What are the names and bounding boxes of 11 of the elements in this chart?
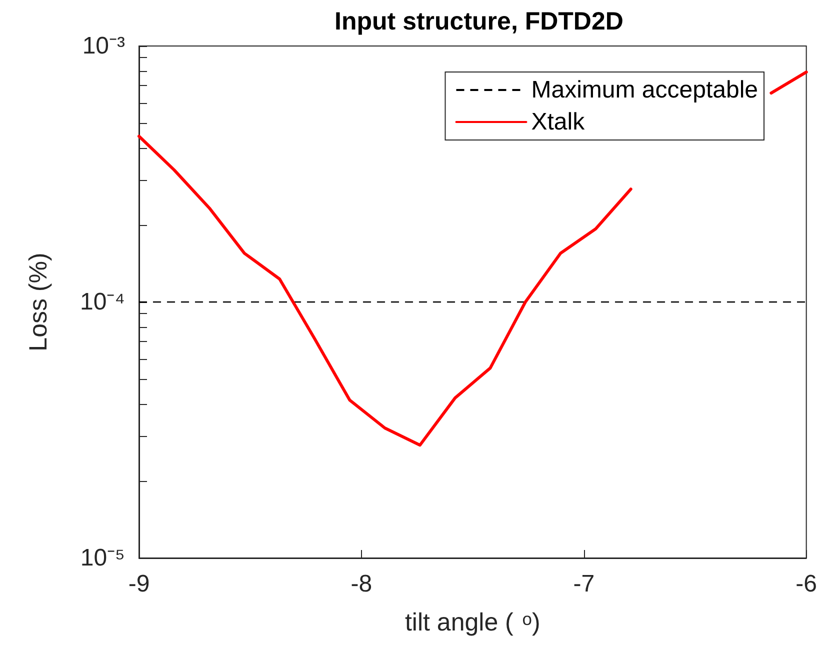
x-tick-label: -7 — [573, 570, 595, 598]
y-tick-label: 10⁻⁵ — [80, 544, 125, 572]
legend-label: Xtalk — [531, 108, 586, 136]
legend-label: Maximum acceptable — [531, 76, 758, 104]
y-tick-label: 10⁻³ — [82, 32, 126, 60]
y-tick-label: 10⁻⁴ — [80, 288, 125, 316]
y-axis-title: Loss (%) — [24, 252, 52, 352]
chart-title: Input structure, FDTD2D — [334, 8, 624, 36]
x-tick-label: -6 — [796, 570, 817, 598]
x-tick-label: -8 — [350, 570, 372, 598]
x-tick-label: -9 — [128, 570, 150, 598]
